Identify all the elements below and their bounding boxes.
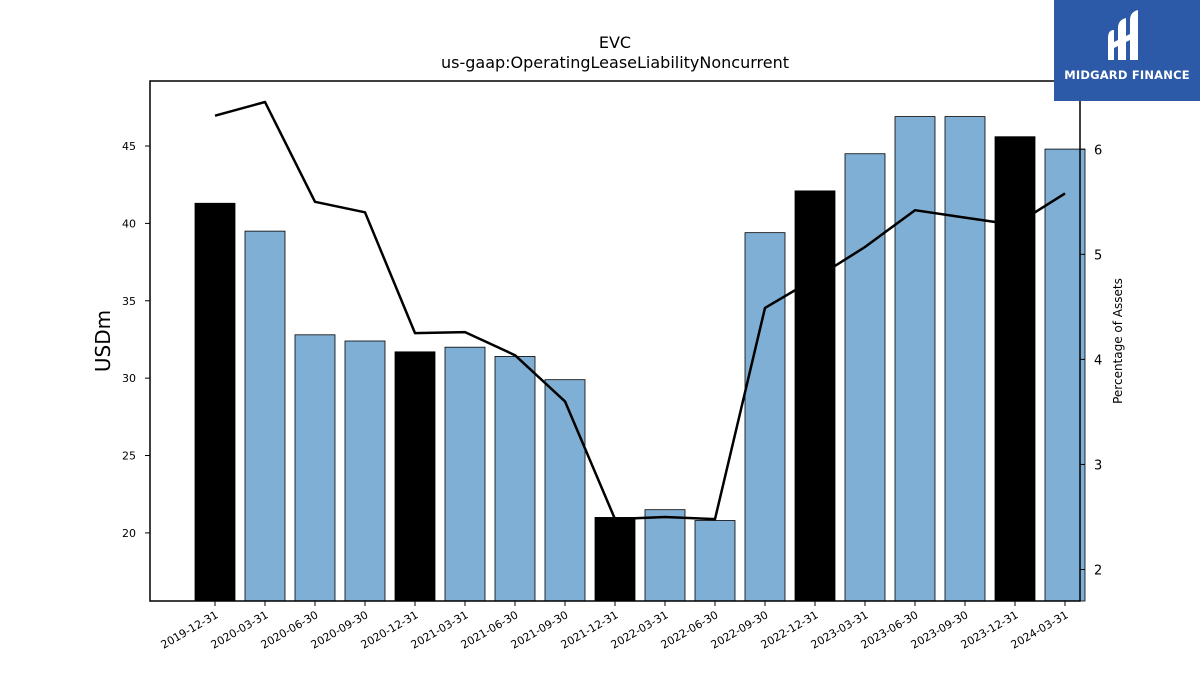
y2-tick-label: 5 (1094, 248, 1102, 263)
bar-2021-12-31 (594, 517, 636, 602)
line-group (214, 100, 1066, 521)
y-tick-label: 30 (122, 372, 136, 385)
x-tick-label: 2024-03-31 (1009, 608, 1071, 651)
bar-2020-09-30 (344, 340, 386, 602)
y-tick-label: 45 (122, 140, 136, 153)
percentage-line (214, 100, 1066, 521)
bar-2023-09-30 (944, 116, 986, 602)
x-axis: 2019-12-312020-03-312020-06-302020-09-30… (159, 601, 1071, 652)
bar-2020-06-30 (294, 334, 336, 602)
y-axis-label: USDm (91, 310, 115, 372)
y2-tick-label: 2 (1094, 563, 1102, 578)
y2-tick-label: 6 (1094, 143, 1102, 158)
bar-2022-03-31 (644, 509, 686, 602)
chart-title: EVC (599, 33, 631, 52)
bar-2021-03-31 (444, 346, 486, 602)
y-axis-left: 20 25 30 35 40 45 (122, 140, 150, 540)
y-tick-label: 40 (122, 217, 136, 230)
bar-group (194, 116, 1086, 602)
bar-2019-12-31 (194, 202, 236, 602)
bar-2023-12-31 (994, 136, 1036, 602)
chart-subtitle: us-gaap:OperatingLeaseLiabilityNoncurren… (441, 53, 789, 72)
bar-2021-09-30 (544, 379, 586, 602)
bar-2020-03-31 (244, 230, 286, 602)
logo-text: MIDGARD FINANCE (1064, 68, 1190, 82)
y2-axis-label: Percentage of Assets (1111, 278, 1125, 404)
bar-2022-09-30 (744, 232, 786, 602)
y-tick-label: 25 (122, 450, 136, 463)
y-axis-right: 2 3 4 5 6 (1080, 143, 1102, 578)
y2-tick-label: 4 (1094, 353, 1102, 368)
logo-mark-icon (1108, 10, 1138, 60)
bar-2022-12-31 (794, 190, 836, 602)
y-tick-label: 35 (122, 295, 136, 308)
midgard-finance-logo: MIDGARD FINANCE (1054, 0, 1200, 101)
bar-2022-06-30 (694, 520, 736, 602)
bar-2023-03-31 (844, 153, 886, 602)
bar-2020-12-31 (394, 351, 436, 602)
bar-2023-06-30 (894, 116, 936, 602)
y-tick-label: 20 (122, 527, 136, 540)
bar-2024-03-31 (1044, 148, 1086, 602)
bar-2021-06-30 (494, 356, 536, 602)
y2-tick-label: 3 (1094, 458, 1102, 473)
